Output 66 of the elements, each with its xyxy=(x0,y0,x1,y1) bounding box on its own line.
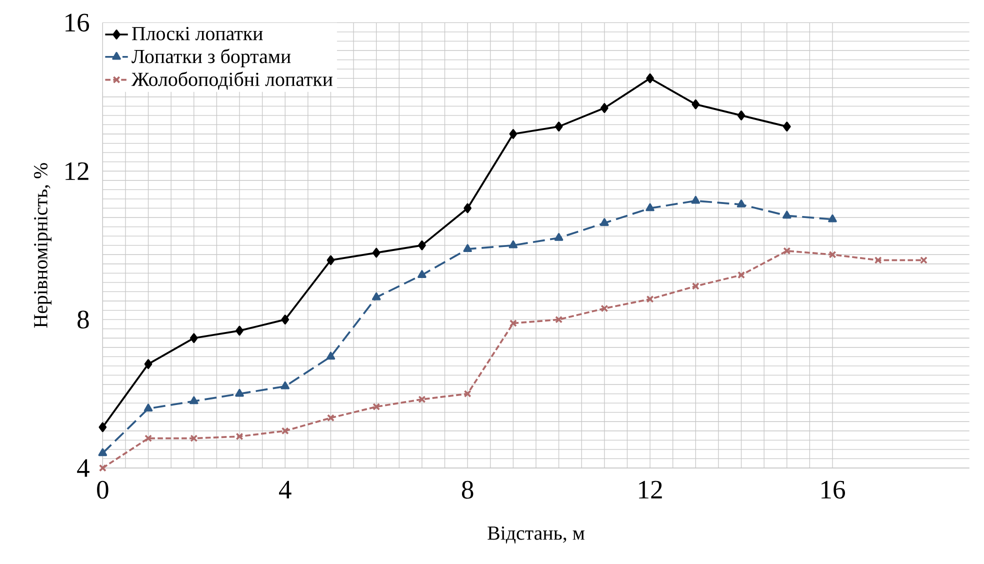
point xyxy=(326,414,334,422)
point xyxy=(646,295,654,303)
x-tick-label: 0 xyxy=(97,480,108,499)
point xyxy=(737,110,746,120)
x-tick-label: 12 xyxy=(639,480,662,498)
x-tick-label: 16 xyxy=(822,480,845,499)
point xyxy=(646,203,654,212)
x-tick-label: 8 xyxy=(462,480,474,499)
point xyxy=(326,352,336,360)
point xyxy=(738,271,746,279)
point xyxy=(646,73,654,84)
point xyxy=(98,422,107,432)
point xyxy=(144,359,152,370)
point xyxy=(600,304,608,312)
point xyxy=(144,434,152,442)
point xyxy=(600,103,608,113)
x-tick-label: 4 xyxy=(279,480,292,498)
point xyxy=(554,232,564,241)
legend-label: Жолобоподібні лопатки xyxy=(131,72,333,90)
point xyxy=(190,434,198,442)
point xyxy=(555,316,563,324)
legend-label: Лопатки з бортами xyxy=(132,48,291,68)
point xyxy=(281,427,289,435)
point xyxy=(783,247,791,255)
point xyxy=(190,333,198,344)
point xyxy=(372,248,380,258)
point xyxy=(692,282,700,290)
point xyxy=(600,218,609,226)
point xyxy=(464,390,472,398)
point xyxy=(326,255,335,266)
legend-label: Плоскі лопатки xyxy=(132,26,263,40)
point xyxy=(920,256,928,264)
y-tick-label: 4 xyxy=(77,459,90,477)
point xyxy=(418,270,426,278)
point xyxy=(280,381,290,390)
point xyxy=(782,210,792,219)
point xyxy=(418,240,426,250)
point xyxy=(236,326,244,336)
point xyxy=(691,196,700,204)
y-tick-label: 8 xyxy=(78,310,89,329)
y-axis-title: Нерівномірність, % xyxy=(34,163,52,328)
point xyxy=(236,432,244,440)
point xyxy=(509,320,517,328)
point xyxy=(782,122,791,132)
point xyxy=(98,448,108,456)
point xyxy=(144,404,153,412)
point xyxy=(98,464,106,472)
point xyxy=(508,240,518,248)
point xyxy=(235,388,244,397)
point xyxy=(736,200,746,208)
point xyxy=(372,403,380,411)
point xyxy=(828,214,837,222)
y-tick-label: 12 xyxy=(66,162,88,180)
y-tick-label: 16 xyxy=(66,14,90,32)
x-axis-title: Відстань, м xyxy=(488,526,585,544)
point xyxy=(463,244,472,252)
point xyxy=(190,396,198,404)
point xyxy=(692,99,700,110)
point xyxy=(874,256,882,264)
point xyxy=(464,203,472,214)
point xyxy=(281,314,290,324)
point xyxy=(418,396,426,404)
point xyxy=(509,129,518,139)
point xyxy=(828,250,836,258)
point xyxy=(372,292,381,300)
point xyxy=(554,122,563,132)
